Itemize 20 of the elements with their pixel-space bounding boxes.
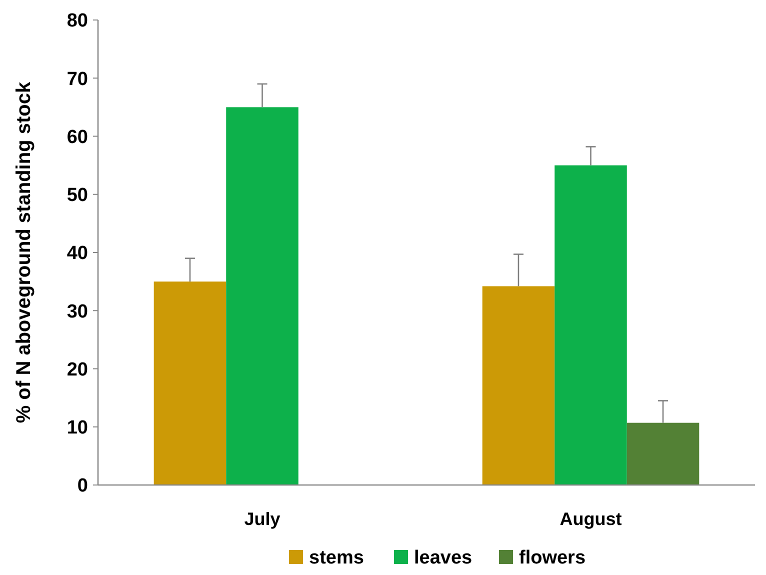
bar	[154, 282, 226, 485]
bar	[482, 286, 555, 485]
y-tick-label: 50	[66, 185, 88, 206]
x-tick-label: July	[244, 509, 280, 529]
y-tick-label: 0	[77, 476, 88, 497]
y-tick-label: 40	[66, 243, 88, 264]
legend-label: flowers	[519, 548, 586, 569]
y-axis-title: % of N aboveground standing stock	[13, 81, 35, 424]
bar	[226, 107, 298, 485]
legend-label: stems	[309, 548, 364, 569]
bar	[554, 165, 627, 485]
y-tick-label: 20	[66, 359, 88, 380]
y-tick-label: 80	[66, 10, 88, 32]
legend-label: leaves	[414, 548, 472, 569]
x-tick-label: August	[560, 509, 622, 529]
bar	[626, 422, 700, 485]
y-tick-label: 10	[66, 418, 88, 439]
y-tick-label: 30	[66, 301, 88, 322]
y-tick-label: 60	[66, 126, 88, 148]
y-tick-label: 70	[66, 68, 88, 90]
